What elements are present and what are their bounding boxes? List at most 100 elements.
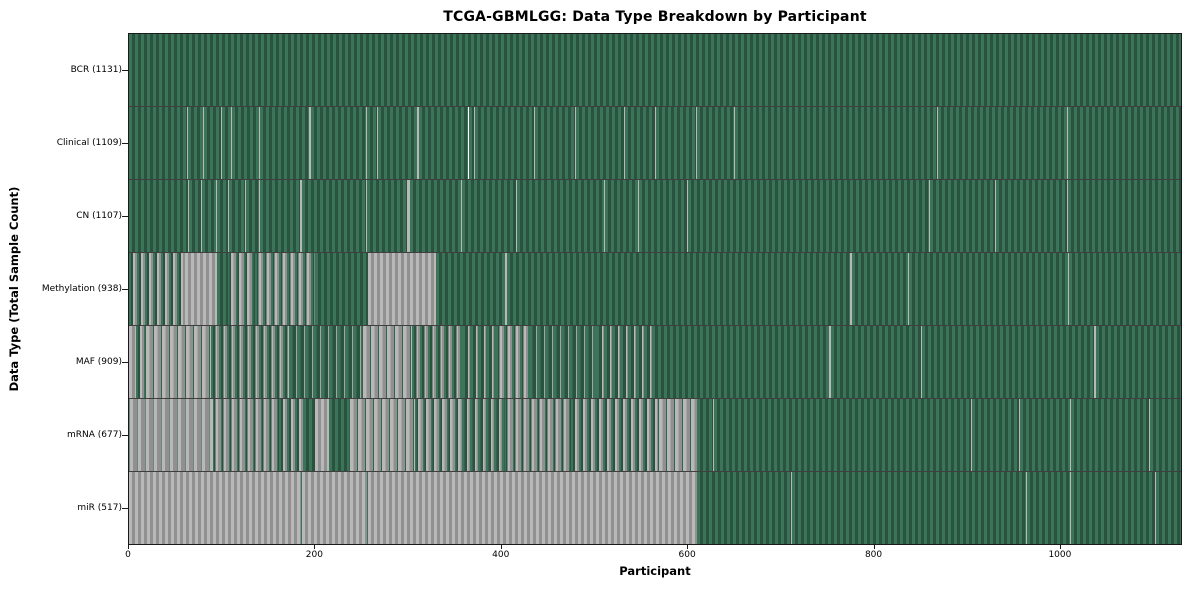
present-segment: [576, 107, 624, 179]
absent-segment: [1000, 472, 1002, 544]
present-segment: [187, 107, 204, 179]
present-segment: [1071, 399, 1150, 471]
absent-segment: [1154, 472, 1156, 544]
heatmap-rows: [129, 34, 1181, 544]
absent-segment: [467, 107, 469, 179]
present-segment: [217, 180, 228, 252]
x-tick-label-400: 400: [492, 550, 510, 560]
y-tick-mark: [122, 508, 128, 510]
present-segment: [222, 107, 232, 179]
absent-segment: [1094, 326, 1097, 398]
absent-segment: [407, 180, 410, 252]
absent-segment: [547, 180, 549, 252]
y-tick-label-MAF: MAF (909): [75, 357, 122, 368]
present-segment: [624, 107, 656, 179]
present-segment: [714, 399, 971, 471]
heatmap-row-mRNA: [129, 398, 1181, 471]
absent-segment: [687, 180, 688, 252]
present-segment: [638, 180, 688, 252]
x-tick-mark: [687, 545, 689, 549]
present-segment: [302, 180, 367, 252]
absent-segment: [300, 180, 302, 252]
absent-segment: [368, 253, 436, 325]
present-segment: [922, 326, 1095, 398]
present-segment: [1155, 472, 1181, 544]
present-segment: [656, 107, 697, 179]
absent-segment: [575, 107, 577, 179]
present-segment: [204, 107, 222, 179]
present-segment: [605, 180, 638, 252]
present-segment: [461, 180, 516, 252]
absent-segment: [302, 472, 368, 544]
x-tick-mark: [128, 545, 129, 549]
y-tick-label-CN: CN (1107): [76, 210, 122, 221]
present-segment: [938, 107, 1067, 179]
absent-segment: [221, 107, 222, 179]
mixed-segment: [144, 326, 211, 398]
absent-segment: [1019, 399, 1021, 471]
present-segment: [409, 180, 462, 252]
absent-segment: [187, 180, 189, 252]
absent-segment: [791, 472, 793, 544]
present-segment: [232, 107, 260, 179]
absent-segment: [245, 180, 247, 252]
absent-segment: [184, 253, 218, 325]
absent-segment: [203, 107, 205, 179]
absent-segment: [1070, 399, 1072, 471]
y-tick-label-mRNA: mRNA (677): [67, 430, 122, 441]
present-segment: [734, 107, 938, 179]
absent-segment: [655, 107, 657, 179]
mixed-segment: [504, 399, 571, 471]
absent-segment: [368, 472, 698, 544]
absent-segment: [377, 107, 379, 179]
mixed-segment: [135, 326, 145, 398]
present-segment: [658, 326, 830, 398]
present-segment: [328, 399, 349, 471]
y-tick-label-Clinical: Clinical (1109): [56, 137, 122, 148]
present-segment: [246, 180, 260, 252]
mixed-segment: [348, 399, 416, 471]
absent-segment: [366, 107, 368, 179]
absent-segment: [1066, 180, 1068, 252]
mixed-segment: [254, 253, 316, 325]
present-segment: [367, 107, 378, 179]
y-tick-label-BCR: BCR (1131): [70, 64, 122, 75]
absent-segment: [417, 107, 420, 179]
present-segment: [435, 253, 505, 325]
absent-segment: [994, 180, 996, 252]
present-segment: [301, 472, 302, 544]
present-segment: [516, 180, 548, 252]
x-tick-label-0: 0: [125, 550, 131, 560]
mixed-segment: [361, 326, 412, 398]
x-tick-label-200: 200: [305, 550, 323, 560]
present-segment: [534, 107, 576, 179]
mixed-segment: [496, 326, 529, 398]
absent-segment: [713, 399, 715, 471]
absent-segment: [308, 107, 312, 179]
mixed-segment: [129, 399, 213, 471]
present-segment: [995, 180, 1067, 252]
present-segment: [475, 107, 534, 179]
y-tick-mark: [122, 142, 128, 144]
absent-segment: [259, 180, 261, 252]
y-tick-mark: [122, 69, 128, 71]
mixed-segment: [129, 253, 185, 325]
present-segment: [851, 253, 908, 325]
mixed-segment: [570, 399, 659, 471]
mixed-segment: [212, 399, 279, 471]
heatmap-row-CN: [129, 179, 1181, 252]
present-segment: [1096, 326, 1181, 398]
x-axis-label: Participant: [619, 564, 691, 578]
heatmap-row-BCR: [129, 34, 1181, 106]
y-tick-mark: [122, 362, 128, 364]
mixed-segment: [658, 399, 698, 471]
present-segment: [228, 180, 246, 252]
present-segment: [909, 253, 1068, 325]
absent-segment: [907, 253, 910, 325]
present-segment: [188, 180, 201, 252]
present-segment: [378, 107, 418, 179]
present-segment: [688, 180, 929, 252]
present-segment: [367, 472, 369, 544]
present-segment: [129, 34, 1181, 106]
absent-segment: [1149, 399, 1151, 471]
